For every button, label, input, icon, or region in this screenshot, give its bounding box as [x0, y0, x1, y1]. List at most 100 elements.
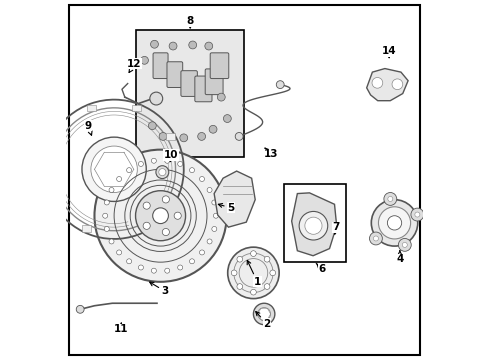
Circle shape	[373, 236, 378, 241]
Circle shape	[169, 42, 177, 50]
Circle shape	[211, 200, 216, 205]
Circle shape	[104, 200, 109, 205]
Circle shape	[237, 284, 242, 289]
Circle shape	[199, 250, 204, 255]
Circle shape	[304, 217, 322, 234]
Circle shape	[188, 41, 196, 49]
FancyBboxPatch shape	[181, 71, 197, 96]
Circle shape	[250, 251, 256, 256]
FancyBboxPatch shape	[210, 53, 228, 78]
Circle shape	[156, 166, 168, 179]
Circle shape	[91, 146, 137, 193]
Circle shape	[386, 216, 401, 230]
FancyBboxPatch shape	[166, 62, 183, 87]
Circle shape	[264, 284, 269, 289]
FancyBboxPatch shape	[132, 105, 141, 111]
Text: 5: 5	[218, 203, 234, 213]
FancyBboxPatch shape	[194, 76, 212, 102]
Circle shape	[371, 77, 382, 88]
FancyBboxPatch shape	[135, 30, 244, 157]
Circle shape	[126, 168, 131, 173]
Circle shape	[149, 92, 163, 105]
Circle shape	[138, 161, 143, 166]
Text: 12: 12	[127, 59, 142, 72]
Circle shape	[197, 132, 205, 140]
Text: 14: 14	[381, 46, 396, 58]
Circle shape	[402, 242, 407, 247]
Circle shape	[213, 213, 218, 218]
Circle shape	[231, 270, 237, 276]
Circle shape	[151, 158, 156, 163]
Circle shape	[152, 208, 168, 224]
FancyBboxPatch shape	[153, 53, 168, 78]
Circle shape	[94, 150, 226, 282]
Circle shape	[159, 132, 166, 140]
Circle shape	[414, 212, 419, 217]
Circle shape	[109, 239, 114, 244]
Circle shape	[143, 222, 150, 229]
Circle shape	[148, 122, 156, 130]
Text: 1: 1	[246, 260, 261, 287]
Circle shape	[162, 196, 169, 203]
Circle shape	[159, 168, 165, 176]
Circle shape	[410, 208, 423, 221]
Circle shape	[76, 305, 84, 313]
Text: 2: 2	[255, 312, 270, 329]
Circle shape	[104, 226, 109, 231]
Circle shape	[209, 125, 217, 133]
Circle shape	[235, 132, 243, 140]
Circle shape	[116, 176, 122, 181]
Circle shape	[189, 259, 194, 264]
Circle shape	[135, 191, 185, 241]
Circle shape	[391, 79, 402, 90]
Polygon shape	[291, 193, 336, 256]
Circle shape	[180, 134, 187, 142]
Circle shape	[264, 256, 269, 262]
Circle shape	[257, 307, 270, 320]
Circle shape	[126, 259, 131, 264]
Circle shape	[269, 270, 275, 276]
Circle shape	[116, 250, 122, 255]
Text: 9: 9	[84, 121, 92, 135]
Circle shape	[250, 289, 256, 295]
Circle shape	[151, 268, 156, 273]
Circle shape	[387, 197, 392, 202]
Circle shape	[217, 93, 225, 101]
Circle shape	[206, 239, 212, 244]
Circle shape	[253, 303, 274, 325]
FancyBboxPatch shape	[166, 134, 175, 140]
Circle shape	[378, 207, 410, 239]
Circle shape	[276, 81, 284, 89]
Circle shape	[199, 176, 204, 181]
Text: 8: 8	[186, 16, 193, 28]
Text: 13: 13	[263, 148, 277, 159]
FancyBboxPatch shape	[87, 105, 96, 111]
Circle shape	[109, 188, 114, 193]
Circle shape	[150, 40, 158, 48]
Circle shape	[177, 161, 183, 166]
Text: 10: 10	[163, 150, 178, 162]
Circle shape	[162, 229, 169, 235]
Polygon shape	[214, 171, 255, 227]
Circle shape	[177, 265, 183, 270]
Circle shape	[299, 211, 327, 240]
Text: 4: 4	[395, 251, 403, 264]
Circle shape	[204, 42, 212, 50]
Text: 3: 3	[149, 282, 168, 296]
Circle shape	[174, 212, 181, 219]
Polygon shape	[366, 68, 407, 101]
Circle shape	[206, 188, 212, 193]
Circle shape	[82, 137, 146, 202]
Text: 7: 7	[332, 222, 339, 234]
Circle shape	[102, 213, 107, 218]
FancyBboxPatch shape	[48, 188, 57, 195]
FancyBboxPatch shape	[205, 69, 223, 95]
FancyBboxPatch shape	[53, 134, 61, 140]
Circle shape	[223, 114, 231, 122]
Circle shape	[383, 193, 396, 205]
Circle shape	[369, 232, 382, 245]
Circle shape	[164, 158, 169, 163]
Circle shape	[227, 247, 279, 298]
Circle shape	[370, 200, 417, 246]
Circle shape	[164, 268, 169, 273]
